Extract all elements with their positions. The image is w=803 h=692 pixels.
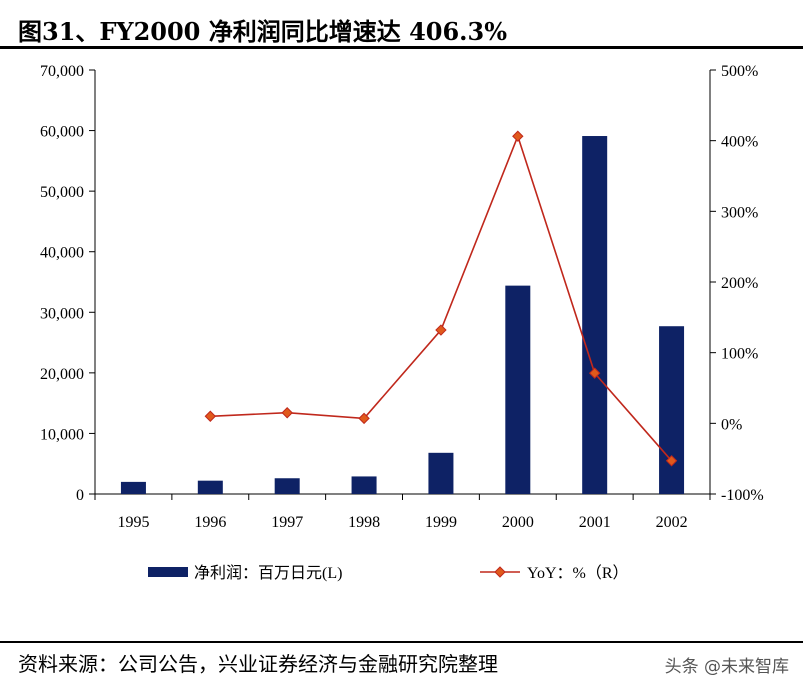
- source-note: 资料来源：公司公告，兴业证券经济与金融研究院整理: [18, 652, 498, 676]
- bar-series: [120, 136, 685, 494]
- bar-2001: [582, 136, 608, 494]
- left-axis-tick-label: 30,000: [40, 305, 84, 322]
- legend-bar-label: 净利润：百万日元(L): [194, 564, 342, 582]
- source-divider: [0, 641, 803, 643]
- x-axis-tick-label: 2001: [579, 514, 611, 531]
- legend-line-label: YoY：%（R）: [527, 564, 629, 582]
- chart-legend: 净利润：百万日元(L) YoY：%（R）: [148, 564, 629, 582]
- left-axis-tick-label: 20,000: [40, 366, 84, 383]
- yoy-point-2002: [665, 455, 678, 467]
- right-axis-tick-label: 200%: [721, 275, 758, 292]
- right-axis-tick-label: -100%: [721, 487, 764, 504]
- left-axis-tick-label: 70,000: [40, 63, 84, 80]
- right-axis-tick-label: 0%: [721, 416, 742, 433]
- left-axis-tick-label: 40,000: [40, 245, 84, 262]
- left-axis-tick-label: 50,000: [40, 184, 84, 201]
- watermark-text: 头条 @未来智库: [664, 652, 789, 677]
- right-axis-tick-label: 300%: [721, 204, 758, 221]
- bar-1999: [428, 452, 454, 494]
- yoy-point-1997: [281, 407, 293, 419]
- x-axis-tick-label: 2002: [656, 514, 688, 531]
- bar-1998: [351, 476, 377, 494]
- yoy-point-1999: [435, 324, 447, 336]
- x-axis-tick-label: 1999: [425, 514, 457, 531]
- x-axis-tick-label: 1998: [348, 514, 380, 531]
- bar-1996: [197, 480, 223, 494]
- title-divider: [0, 46, 803, 49]
- legend-line-marker: [494, 566, 506, 578]
- bar-2002: [659, 326, 685, 494]
- x-axis-tick-label: 1995: [117, 514, 149, 531]
- legend-bar-swatch: [148, 567, 188, 577]
- x-axis-tick-label: 2000: [502, 514, 534, 531]
- x-axis-tick-label: 1997: [271, 514, 303, 531]
- right-axis-tick-label: 400%: [721, 134, 758, 151]
- left-axis-tick-label: 0: [76, 487, 84, 504]
- chart-canvas: 0 10,000 20,000 30,000 40,000 50,000 60,000 70,…: [40, 63, 764, 582]
- chart-axes: 0 10,000 20,000 30,000 40,000 50,000 60,000 70,…: [40, 63, 764, 531]
- bar-2000: [505, 285, 531, 494]
- bar-1997: [274, 478, 300, 494]
- right-axis-tick-label: 100%: [721, 346, 758, 363]
- yoy-point-2001: [588, 367, 601, 379]
- bar-1995: [120, 481, 146, 494]
- yoy-point-2000: [512, 130, 524, 142]
- right-axis-tick-label: 500%: [721, 63, 758, 80]
- left-axis-tick-label: 10,000: [40, 426, 84, 443]
- yoy-point-1998: [358, 412, 370, 425]
- line-series: [204, 130, 678, 467]
- left-axis-tick-label: 60,000: [40, 124, 84, 141]
- chart-title: 图31、FY2000 净利润同比增速达 406.3%: [18, 17, 508, 46]
- x-axis-tick-label: 1996: [194, 514, 226, 531]
- yoy-point-1996: [204, 410, 217, 422]
